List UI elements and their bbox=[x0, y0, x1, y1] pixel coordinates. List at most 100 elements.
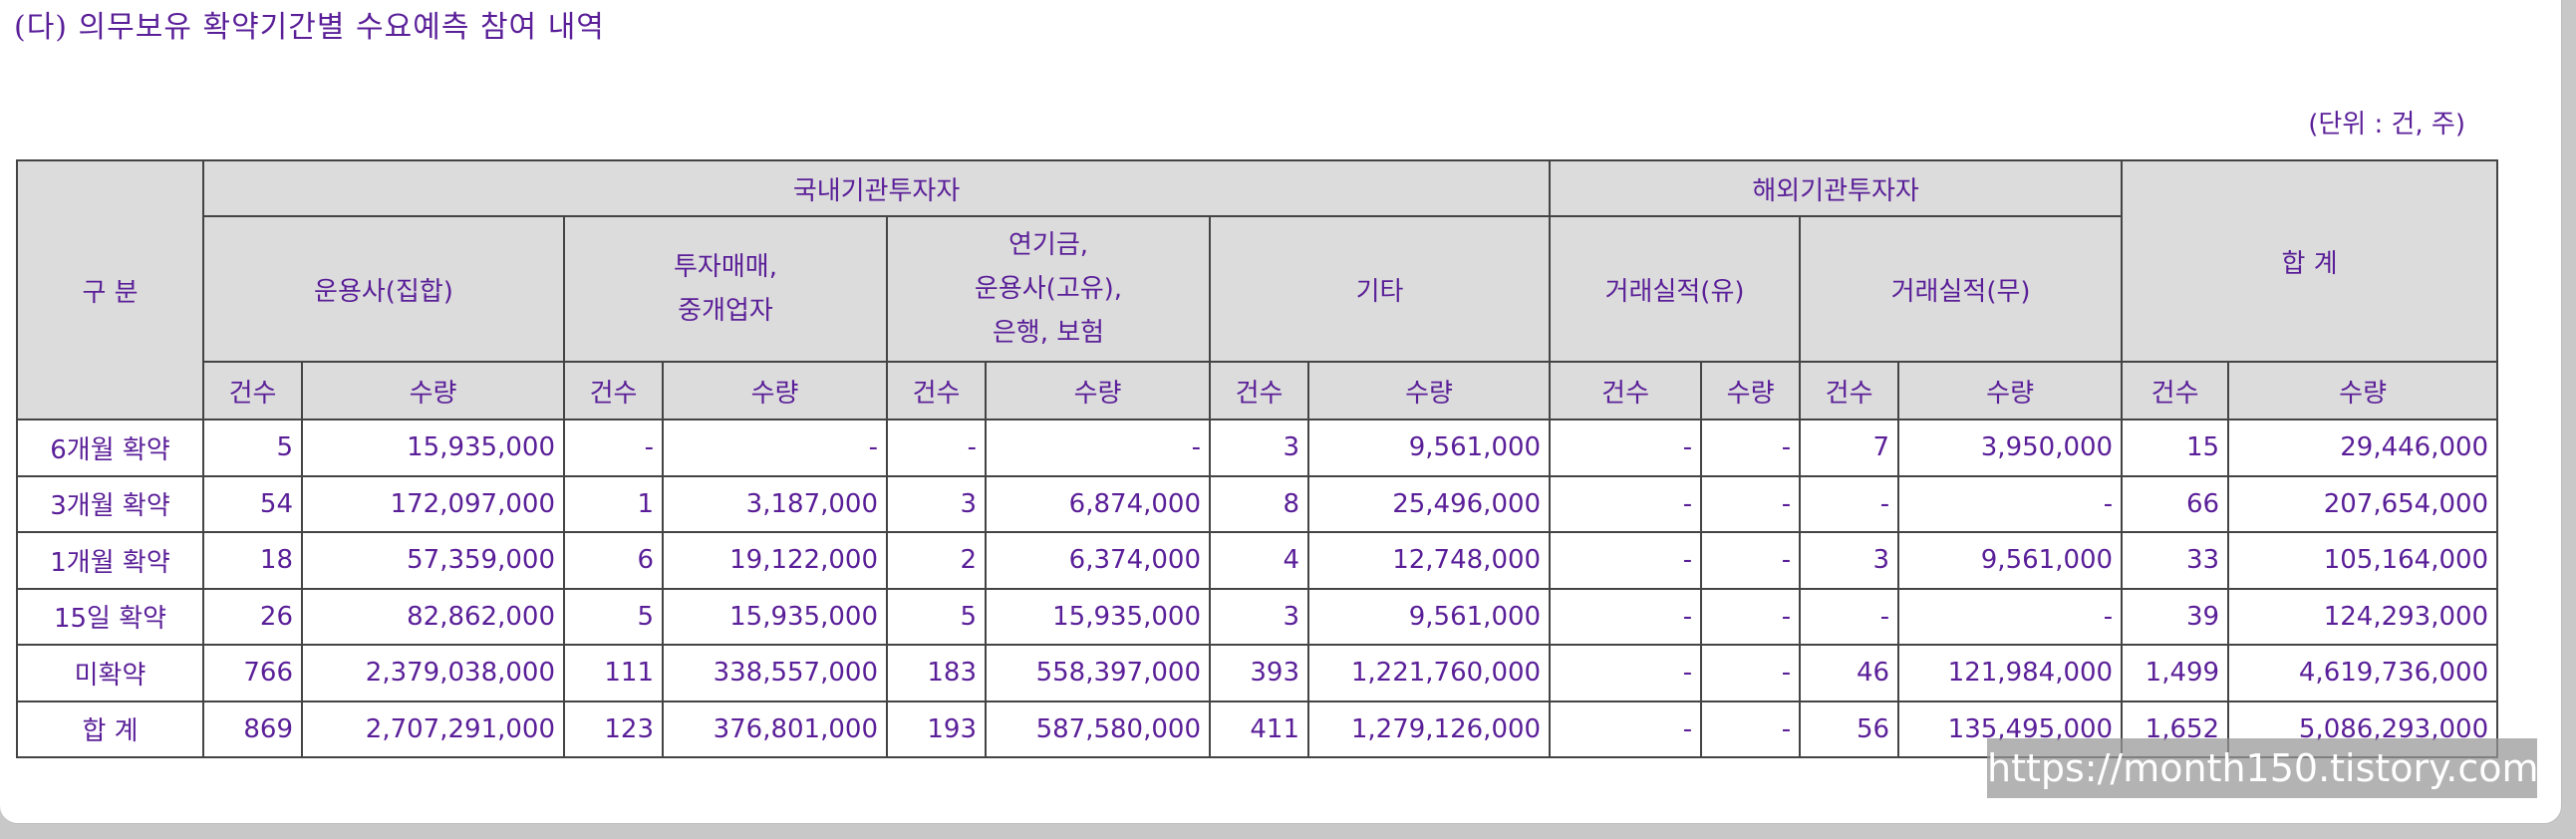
header-other: 기타 bbox=[1208, 215, 1552, 363]
header-quantity: 수량 bbox=[301, 361, 565, 420]
table-cell: - bbox=[1549, 419, 1703, 477]
header-quantity: 수량 bbox=[985, 361, 1211, 420]
table-cell: 2,379,038,000 bbox=[301, 644, 565, 702]
table-cell: 1,221,760,000 bbox=[1306, 644, 1552, 702]
header-quantity: 수량 bbox=[1306, 361, 1552, 420]
table-cell: - bbox=[662, 419, 888, 477]
row-label: 1개월 확약 bbox=[16, 531, 204, 590]
table-cell: 9,561,000 bbox=[1306, 419, 1552, 477]
table-cell: - bbox=[1700, 587, 1802, 646]
table-cell: 46 bbox=[1799, 644, 1900, 702]
table-cell: 33 bbox=[2121, 531, 2230, 590]
header-domestic-investors: 국내기관투자자 bbox=[201, 159, 1552, 217]
table-cell: 3 bbox=[886, 474, 987, 533]
table-cell: 57,359,000 bbox=[301, 531, 565, 590]
table-cell: 111 bbox=[563, 644, 664, 702]
table-cell: 105,164,000 bbox=[2227, 531, 2499, 590]
table-cell: 1 bbox=[563, 474, 664, 533]
table-cell: - bbox=[985, 419, 1211, 477]
header-count: 건수 bbox=[886, 361, 987, 420]
row-label: 6개월 확약 bbox=[16, 419, 204, 477]
table-cell: 393 bbox=[1209, 644, 1309, 702]
table-cell: - bbox=[1549, 644, 1703, 702]
header-trade-record-no: 거래실적(무) bbox=[1799, 215, 2124, 363]
header-pension-line2: 운용사(고유), bbox=[974, 274, 1123, 304]
header-count: 건수 bbox=[2121, 361, 2230, 420]
table-cell: - bbox=[1700, 644, 1802, 702]
table-cell: - bbox=[1897, 587, 2124, 646]
table-cell: 8 bbox=[1209, 474, 1309, 533]
table-cell: 1,652 bbox=[2121, 699, 2230, 758]
header-count: 건수 bbox=[1549, 361, 1703, 420]
header-quantity: 수량 bbox=[1700, 361, 1802, 420]
table-cell: 5 bbox=[563, 587, 664, 646]
lockup-period-table: 구 분 국내기관투자자 해외기관투자자 합 계 운용사(집합) 투자매매, 중개… bbox=[16, 159, 2499, 758]
table-cell: 25,496,000 bbox=[1306, 474, 1552, 533]
table-cell: - bbox=[1549, 474, 1703, 533]
table-cell: - bbox=[1700, 531, 1802, 590]
table-cell: 193 bbox=[886, 699, 987, 758]
table-cell: 587,580,000 bbox=[985, 699, 1211, 758]
row-label: 15일 확약 bbox=[16, 587, 204, 646]
table-cell: 172,097,000 bbox=[301, 474, 565, 533]
table-cell: 4 bbox=[1209, 531, 1309, 590]
table-cell: 15,935,000 bbox=[662, 587, 888, 646]
table-cell: 82,862,000 bbox=[301, 587, 565, 646]
table-cell: 5 bbox=[886, 587, 987, 646]
header-pension-line1: 연기금, bbox=[1007, 230, 1089, 260]
table-cell: 3,950,000 bbox=[1897, 419, 2124, 477]
table-cell: 7 bbox=[1799, 419, 1900, 477]
table-cell: 376,801,000 bbox=[662, 699, 888, 758]
table-cell: 39 bbox=[2121, 587, 2230, 646]
table-cell: 123 bbox=[563, 699, 664, 758]
table-row: 1개월 확약 18 57,359,000 6 19,122,000 2 6,37… bbox=[16, 531, 2499, 590]
table-cell: 15,935,000 bbox=[301, 419, 565, 477]
table-cell: 4,619,736,000 bbox=[2227, 644, 2499, 702]
table-cell: 1,279,126,000 bbox=[1306, 699, 1552, 758]
table-cell: 3,187,000 bbox=[662, 474, 888, 533]
table-cell: 2 bbox=[886, 531, 987, 590]
table-cell: 66 bbox=[2121, 474, 2230, 533]
table-row: 15일 확약 26 82,862,000 5 15,935,000 5 15,9… bbox=[16, 587, 2499, 646]
header-investment-trading: 투자매매, 중개업자 bbox=[563, 215, 888, 363]
table-cell: 183 bbox=[886, 644, 987, 702]
table-row: 미확약 766 2,379,038,000 111 338,557,000 18… bbox=[16, 644, 2499, 702]
header-quantity: 수량 bbox=[2227, 361, 2499, 420]
header-investment-trading-line2: 중개업자 bbox=[678, 296, 773, 326]
table-cell: 19,122,000 bbox=[662, 531, 888, 590]
table-cell: 6,374,000 bbox=[985, 531, 1211, 590]
table-cell: 9,561,000 bbox=[1306, 587, 1552, 646]
header-asset-mgmt-collective: 운용사(집합) bbox=[202, 215, 565, 363]
table-cell: 411 bbox=[1209, 699, 1309, 758]
table-cell: 3 bbox=[1209, 587, 1309, 646]
header-pension-funds: 연기금, 운용사(고유), 은행, 보험 bbox=[886, 215, 1211, 363]
table-cell: 6,874,000 bbox=[985, 474, 1211, 533]
table-cell: 26 bbox=[202, 587, 303, 646]
table-cell: 124,293,000 bbox=[2227, 587, 2499, 646]
table-row: 6개월 확약 5 15,935,000 - - - - 3 9,561,000 … bbox=[16, 419, 2499, 477]
table-cell: 3 bbox=[1799, 531, 1900, 590]
table-cell: 338,557,000 bbox=[662, 644, 888, 702]
table-cell: - bbox=[1549, 531, 1703, 590]
table-cell: 558,397,000 bbox=[985, 644, 1211, 702]
table-cell: 5 bbox=[202, 419, 303, 477]
table-cell: 15,935,000 bbox=[985, 587, 1211, 646]
header-quantity: 수량 bbox=[1897, 361, 2124, 420]
table-cell: 6 bbox=[563, 531, 664, 590]
table-cell: - bbox=[1549, 699, 1703, 758]
table-cell: 18 bbox=[202, 531, 303, 590]
row-label: 합 계 bbox=[16, 699, 204, 758]
header-investment-trading-line1: 투자매매, bbox=[674, 252, 777, 282]
table-cell: 12,748,000 bbox=[1306, 531, 1552, 590]
header-trade-record-yes: 거래실적(유) bbox=[1549, 215, 1802, 363]
table-cell: - bbox=[1700, 699, 1802, 758]
header-count: 건수 bbox=[563, 361, 664, 420]
document-card: (다) 의무보유 확약기간별 수요예측 참여 내역 (단위 : 건, 주) 구 … bbox=[0, 0, 2562, 824]
table-cell: 9,561,000 bbox=[1897, 531, 2124, 590]
table-cell: - bbox=[1799, 474, 1900, 533]
table-cell: 15 bbox=[2121, 419, 2230, 477]
row-label: 3개월 확약 bbox=[16, 474, 204, 533]
table-cell: - bbox=[1799, 587, 1900, 646]
table-cell: 29,446,000 bbox=[2227, 419, 2499, 477]
table-cell: - bbox=[1549, 587, 1703, 646]
